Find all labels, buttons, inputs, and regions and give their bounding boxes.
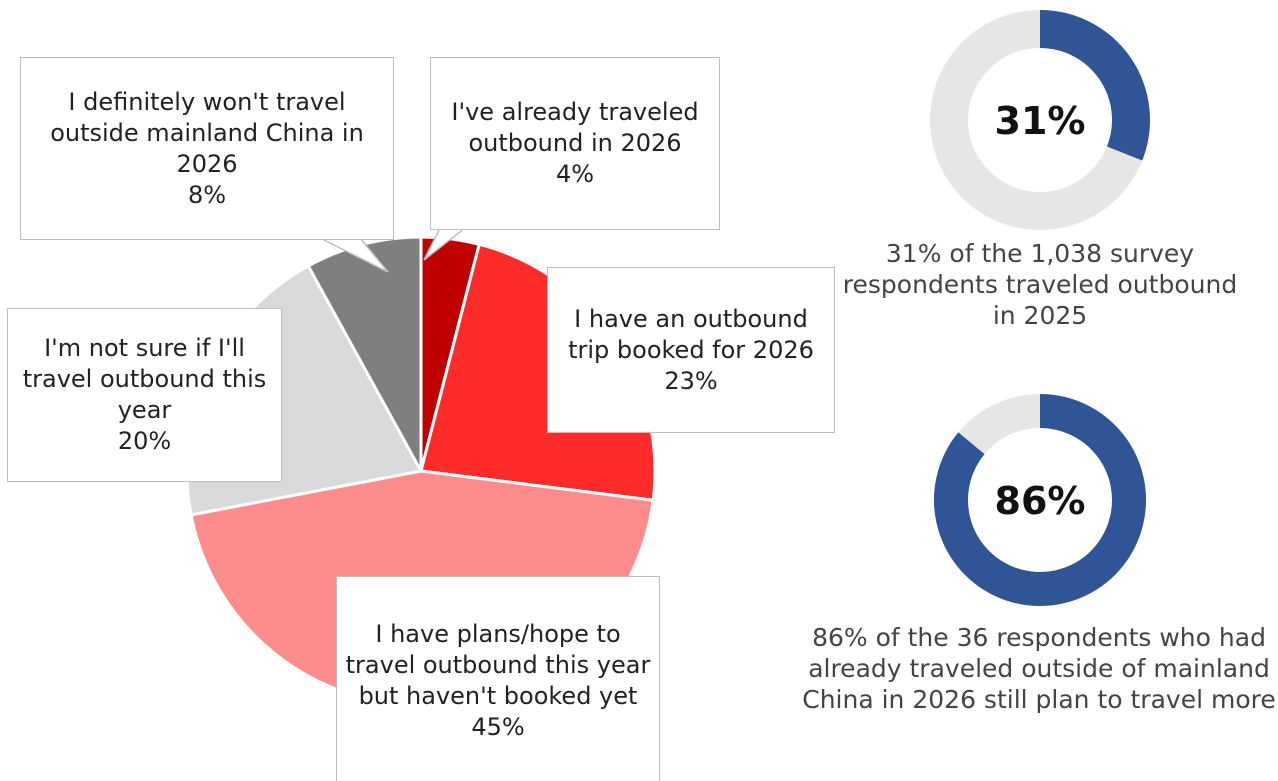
donut-arc xyxy=(934,394,1146,606)
callout: I've already traveled outbound in 2026 4% xyxy=(430,57,720,230)
donut-caption: 31% of the 1,038 survey respondents trav… xyxy=(842,239,1238,330)
donut-arc xyxy=(1039,10,1150,161)
value-label: 45% xyxy=(471,713,525,741)
value-label: 20% xyxy=(117,427,172,455)
value-label: 4% xyxy=(555,160,595,188)
value-label: 8% xyxy=(187,180,227,209)
slice-label: I've already traveled outbound in 2026 xyxy=(451,98,699,157)
donut-center-label: 31% xyxy=(995,99,1086,143)
callout: I definitely won't travel outside mainla… xyxy=(20,57,394,240)
slice-label: I have plans/hope to travel outbound thi… xyxy=(345,620,651,710)
slice-label: I'm not sure if I'll travel outbound thi… xyxy=(22,334,267,424)
value-label: 23% xyxy=(664,366,718,395)
callout: I have an outbound trip booked for 2026 2… xyxy=(547,267,835,433)
donut-center-label: 86% xyxy=(995,479,1086,523)
callout: I'm not sure if I'll travel outbound thi… xyxy=(7,308,282,482)
callout: I have plans/hope to travel outbound thi… xyxy=(336,576,660,781)
slice-label: I have an outbound trip booked for 2026 xyxy=(568,304,814,364)
slice-label: I definitely won't travel outside mainla… xyxy=(50,87,364,178)
donut-caption: 86% of the 36 respondents who had alread… xyxy=(802,623,1276,714)
